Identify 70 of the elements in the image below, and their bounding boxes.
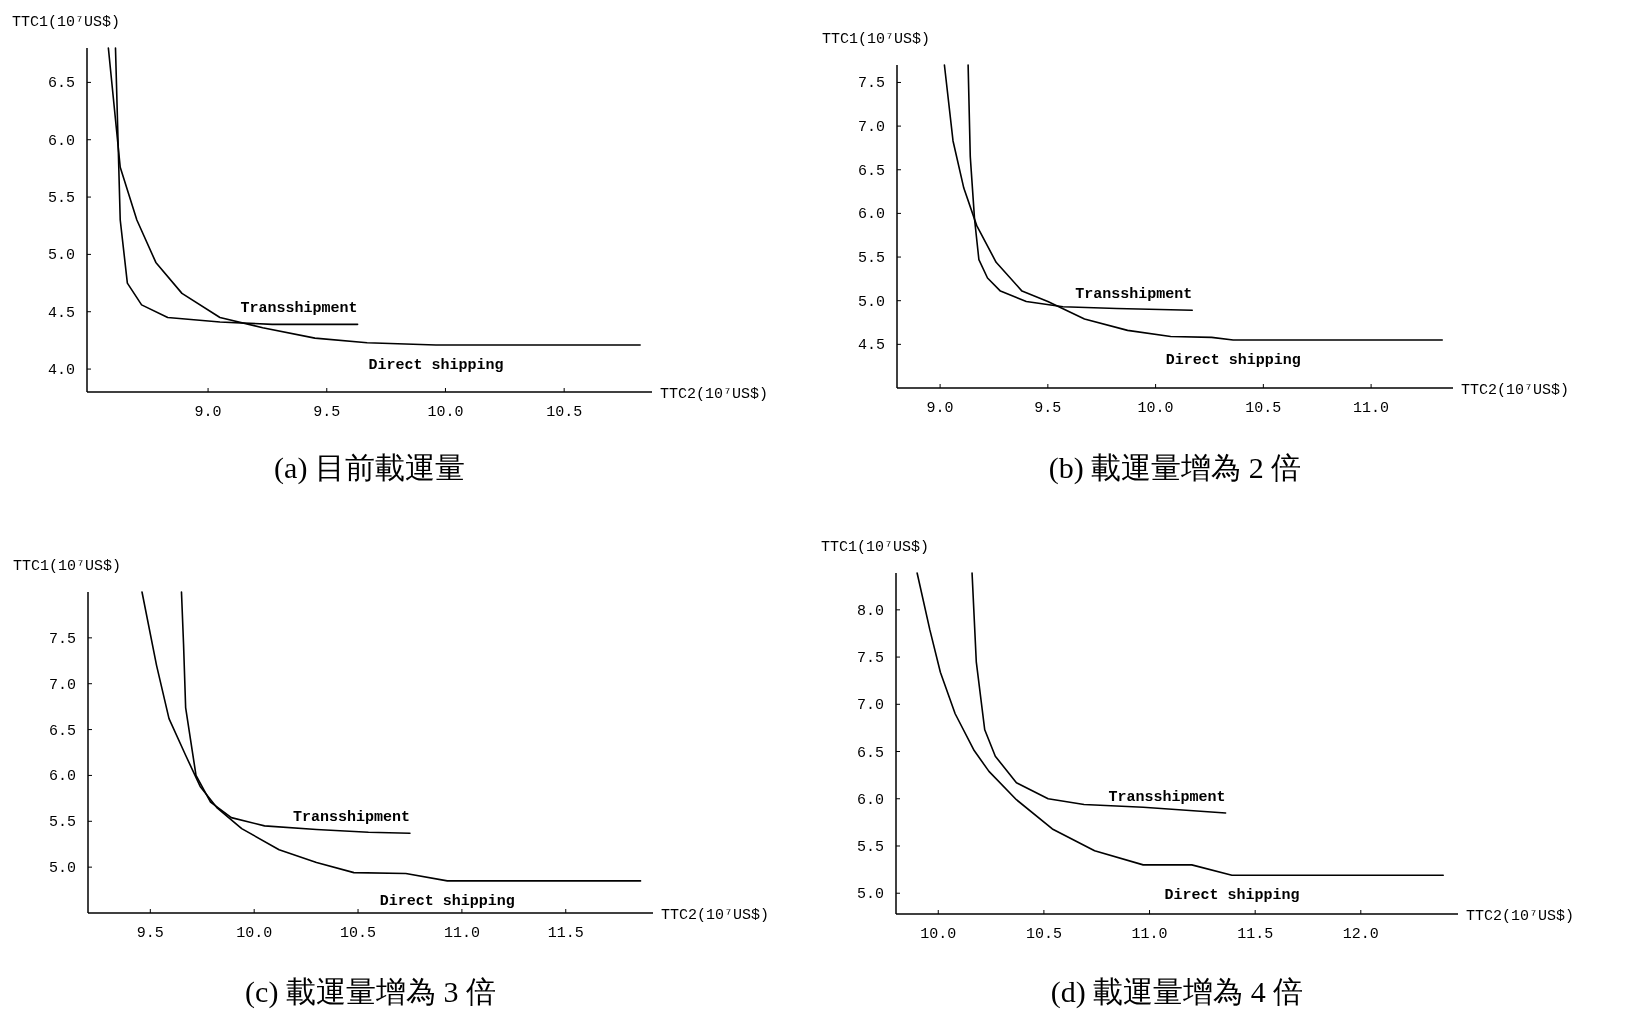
y-tick-label: 6.0 [48, 768, 76, 786]
x-tick-label: 10.0 [920, 926, 957, 943]
y-tick-label: 4.5 [857, 337, 885, 355]
series-label: Transshipment [1075, 286, 1193, 304]
x-tick-label: 10.0 [427, 404, 464, 421]
x-axis-title: TTC2(10⁷US$) [660, 386, 769, 403]
series-label: Direct shipping [1164, 887, 1300, 905]
series-label: Transshipment [240, 300, 358, 318]
line-series [141, 591, 642, 882]
text: (a) 目前載運量 [274, 451, 465, 485]
x-tick-label: 10.5 [1245, 400, 1282, 417]
y-tick-label: 5.5 [856, 838, 884, 856]
x-axis-title: TTC2(10⁷US$) [1461, 382, 1570, 399]
x-tick-label: 10.5 [1025, 926, 1062, 943]
y-tick-label: 6.0 [47, 132, 75, 150]
series-label: Direct shipping [379, 892, 515, 910]
x-axis-title: TTC2(10⁷US$) [1466, 908, 1575, 925]
y-tick-label: 7.0 [48, 676, 76, 694]
x-tick-label: 9.5 [1034, 400, 1062, 417]
y-tick-label: 6.5 [856, 744, 884, 762]
series-label: Direct shipping [368, 356, 504, 374]
y-tick-label: 7.5 [48, 630, 76, 648]
x-tick-label: 9.5 [313, 404, 341, 421]
line-series [916, 572, 1445, 877]
x-tick-label: 11.0 [443, 925, 480, 942]
y-tick-label: 5.0 [857, 293, 885, 311]
x-tick-label: 10.5 [340, 925, 377, 942]
y-tick-label: 4.0 [47, 362, 75, 380]
x-tick-label: 9.0 [194, 404, 222, 421]
y-tick-label: 5.5 [48, 814, 76, 832]
x-tick-label: 12.0 [1342, 926, 1379, 943]
y-tick-label: 5.0 [48, 860, 76, 878]
series-label: Transshipment [1108, 788, 1226, 806]
y-axis-title: TTC1(10⁷US$) [12, 14, 121, 31]
y-tick-label: 6.0 [856, 791, 884, 809]
y-axis-title: TTC1(10⁷US$) [821, 539, 930, 556]
y-tick-label: 5.5 [47, 190, 75, 208]
y-tick-label: 5.5 [857, 250, 885, 268]
x-tick-label: 11.0 [1131, 926, 1168, 943]
text: (c) 載運量增為 3 倍 [245, 975, 496, 1009]
x-tick-label: 11.5 [1237, 926, 1274, 943]
x-tick-label: 10.0 [1137, 400, 1174, 417]
y-tick-label: 5.0 [856, 886, 884, 904]
y-tick-label: 6.0 [857, 206, 885, 224]
x-axis-title: TTC2(10⁷US$) [661, 907, 770, 924]
y-axis-title: TTC1(10⁷US$) [13, 558, 122, 575]
y-tick-label: 6.5 [48, 722, 76, 740]
series-label: Direct shipping [1165, 351, 1301, 369]
y-tick-label: 6.5 [47, 75, 75, 93]
x-tick-label: 10.0 [236, 925, 273, 942]
y-tick-label: 7.5 [856, 650, 884, 668]
line-series [943, 64, 1444, 341]
text: (b) 載運量增為 2 倍 [1048, 451, 1302, 485]
y-tick-label: 4.5 [47, 304, 75, 322]
y-tick-label: 7.0 [857, 119, 885, 137]
text: (d) 載運量增為 4 倍 [1050, 975, 1304, 1009]
line-series [971, 572, 1227, 814]
x-tick-label: 11.0 [1353, 400, 1390, 417]
x-tick-label: 9.0 [926, 400, 954, 417]
y-tick-label: 5.0 [47, 247, 75, 265]
y-tick-label: 7.5 [857, 75, 885, 93]
x-tick-label: 11.5 [547, 925, 584, 942]
y-tick-label: 7.0 [856, 697, 884, 715]
y-axis-title: TTC1(10⁷US$) [822, 31, 931, 48]
line-series [107, 47, 641, 346]
series-label: Transshipment [292, 809, 410, 827]
x-tick-label: 10.5 [546, 404, 583, 421]
y-tick-label: 8.0 [856, 602, 884, 620]
x-tick-label: 9.5 [136, 925, 164, 942]
y-tick-label: 6.5 [857, 162, 885, 180]
